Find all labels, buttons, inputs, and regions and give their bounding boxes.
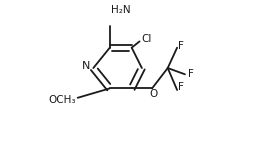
Text: F: F: [188, 69, 194, 79]
Text: F: F: [178, 41, 184, 51]
Text: O: O: [149, 89, 157, 99]
Text: F: F: [178, 82, 184, 92]
Text: H₂N: H₂N: [111, 5, 131, 15]
Text: N: N: [82, 61, 90, 71]
Text: Cl: Cl: [141, 34, 151, 44]
Text: OCH₃: OCH₃: [49, 95, 76, 105]
